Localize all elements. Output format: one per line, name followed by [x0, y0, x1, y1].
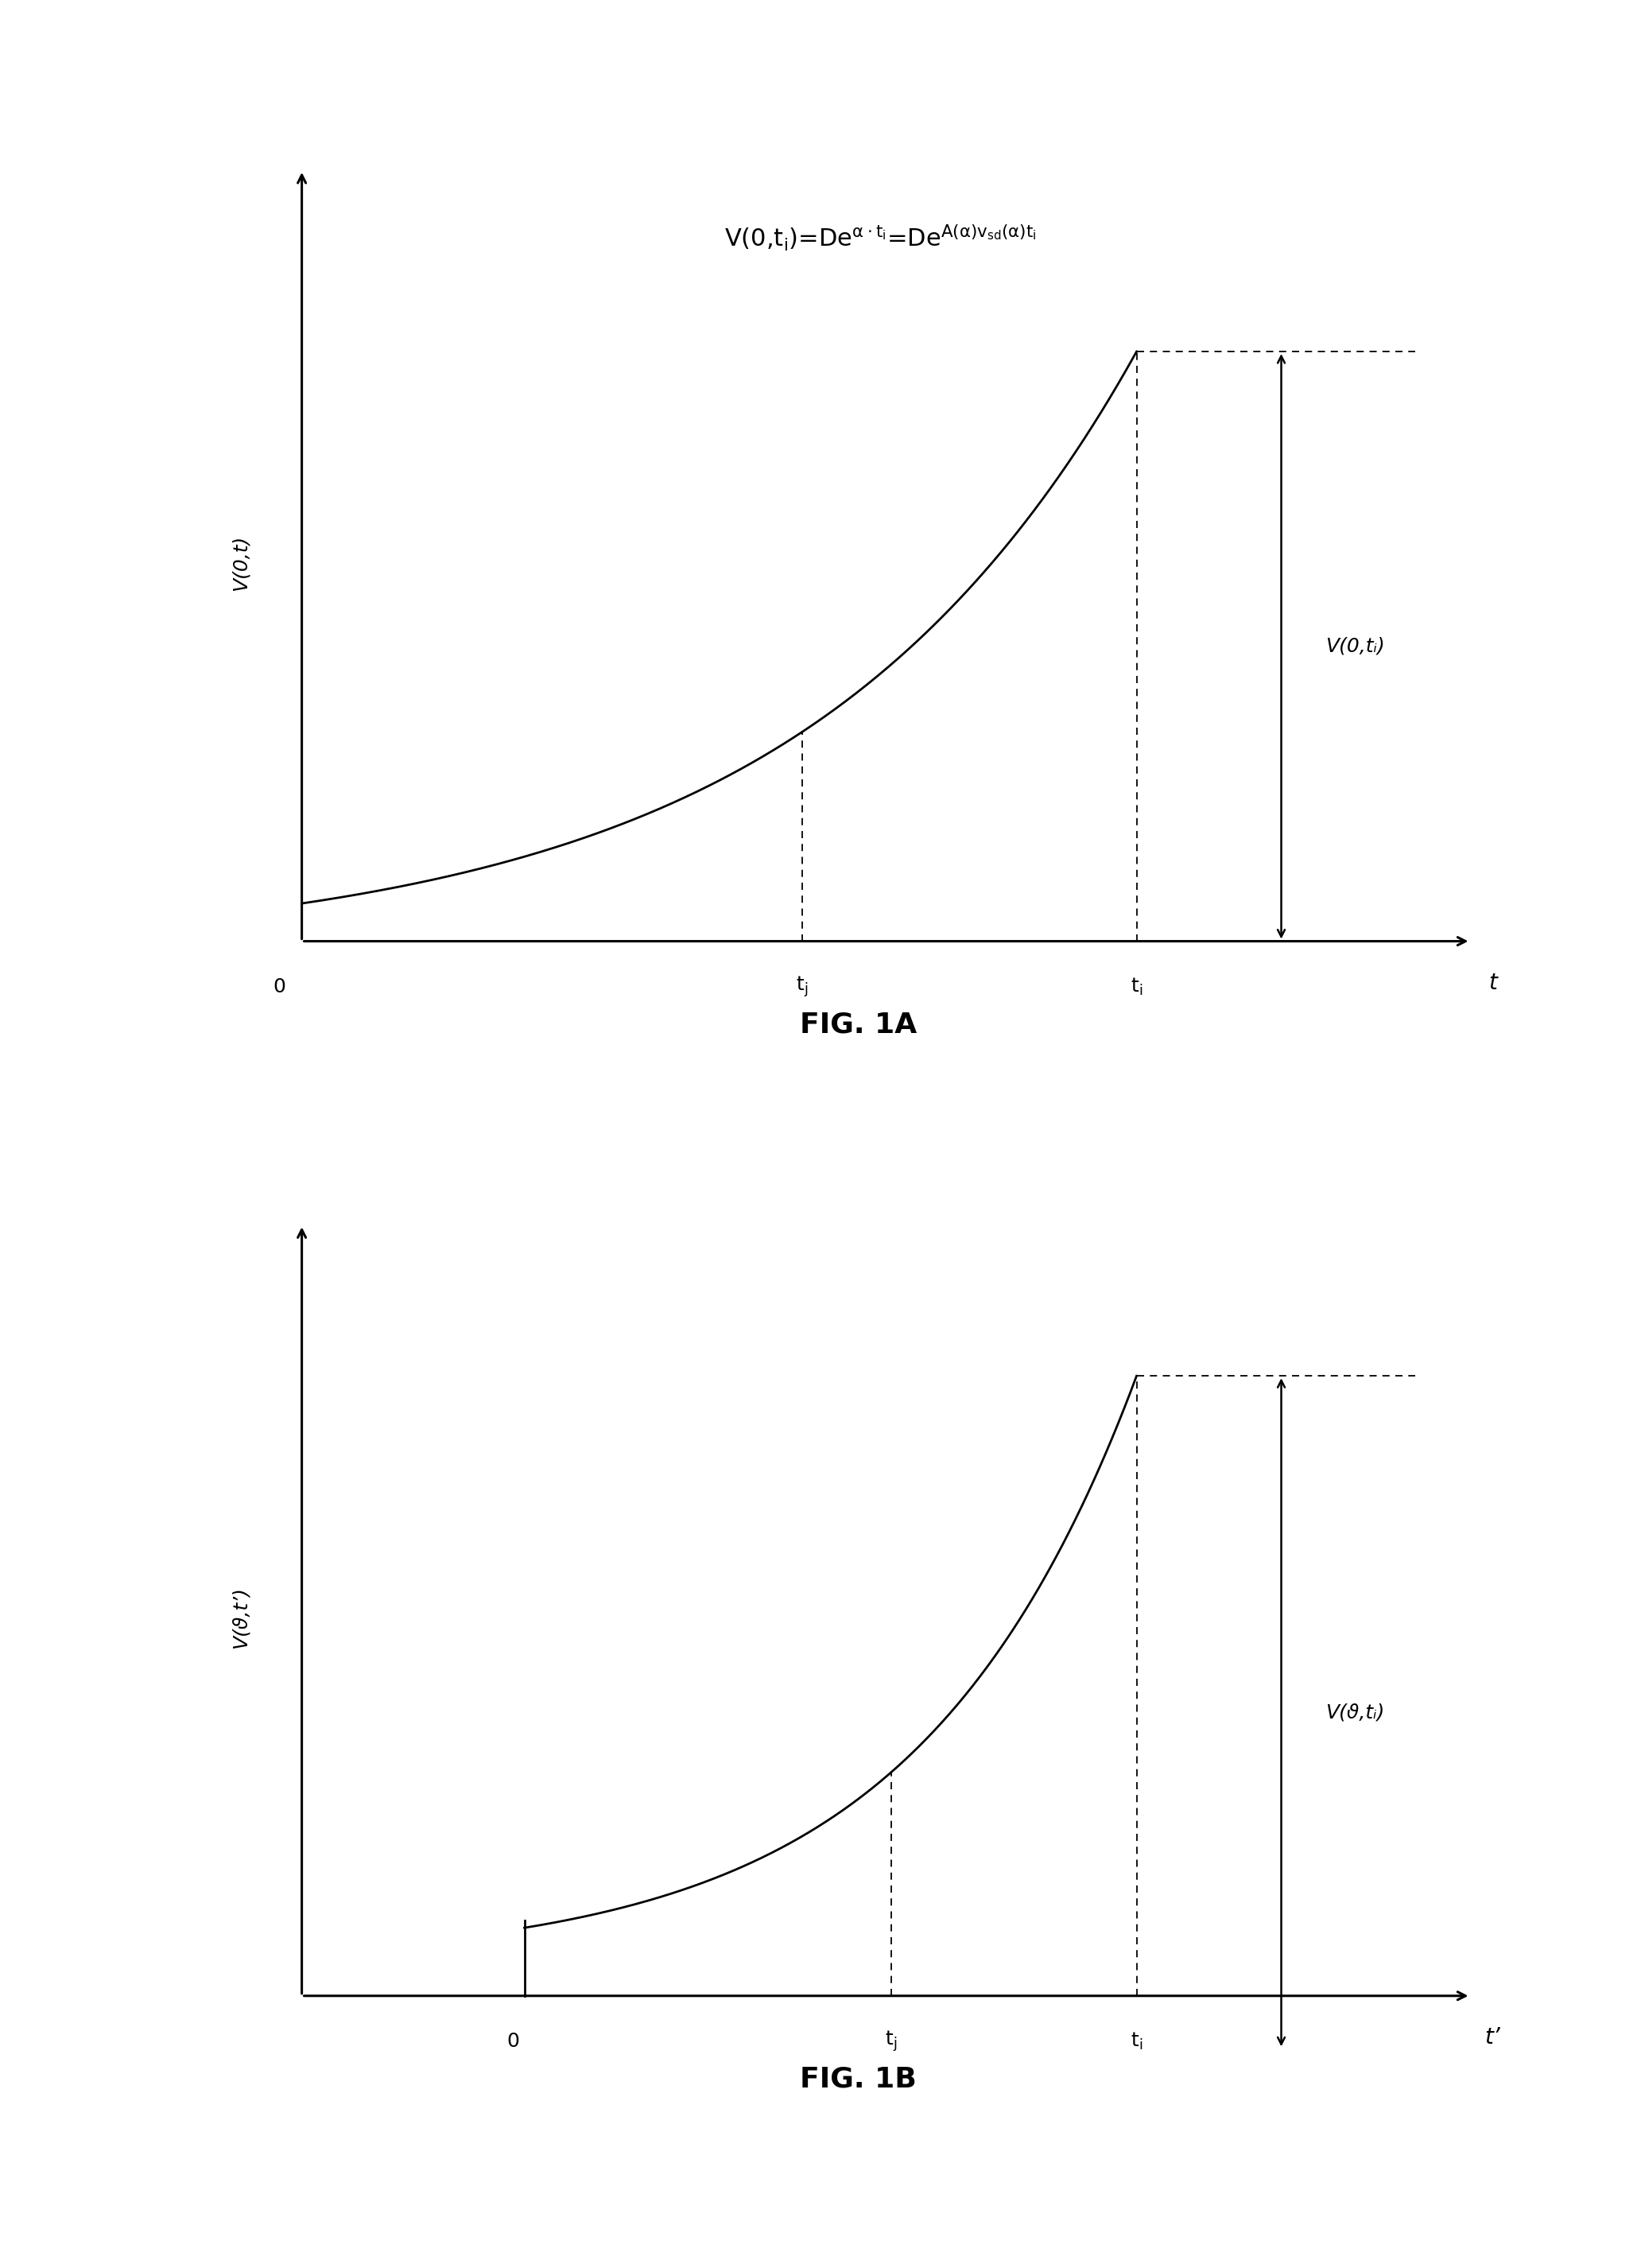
Text: V(0,tᵢ): V(0,tᵢ)	[1326, 637, 1385, 655]
Text: t$_\mathsf{j}$: t$_\mathsf{j}$	[884, 2030, 898, 2053]
Text: t$_\mathsf{j}$: t$_\mathsf{j}$	[796, 975, 807, 998]
Text: 0: 0	[274, 978, 286, 996]
Text: t’: t’	[1485, 2025, 1500, 2048]
Text: t$_\mathsf{i}$: t$_\mathsf{i}$	[1131, 2030, 1142, 2053]
Text: V(0,t): V(0,t)	[231, 535, 249, 592]
Text: t: t	[1488, 971, 1497, 993]
Text: V(ϑ,t’): V(ϑ,t’)	[231, 1588, 249, 1649]
Text: V(0,t$_\mathsf{i}$)=De$^{\mathsf{\alpha\cdot t_i}}$=De$^{\mathsf{A(\alpha)v_{sd}: V(0,t$_\mathsf{i}$)=De$^{\mathsf{\alpha\…	[725, 222, 1037, 254]
Text: FIG. 1A: FIG. 1A	[799, 1012, 917, 1039]
Text: V(ϑ,tᵢ): V(ϑ,tᵢ)	[1326, 1703, 1385, 1721]
Text: 0: 0	[507, 2032, 520, 2050]
Text: t$_\mathsf{i}$: t$_\mathsf{i}$	[1131, 975, 1142, 998]
Text: FIG. 1B: FIG. 1B	[799, 2066, 917, 2093]
